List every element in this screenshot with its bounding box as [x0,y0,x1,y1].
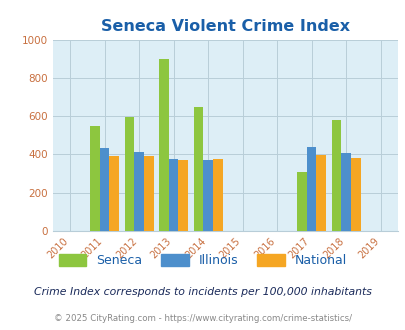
Bar [143,156,153,231]
Bar [168,159,178,231]
Bar [306,147,315,231]
Bar [124,117,134,231]
Bar [296,172,306,231]
Bar [90,126,100,231]
Bar [178,160,188,231]
Bar [350,158,360,231]
Bar [159,59,168,231]
Bar [331,119,341,231]
Text: © 2025 CityRating.com - https://www.cityrating.com/crime-statistics/: © 2025 CityRating.com - https://www.city… [54,314,351,323]
Bar [193,107,203,231]
Title: Seneca Violent Crime Index: Seneca Violent Crime Index [100,19,349,34]
Bar [315,155,325,231]
Bar [341,153,350,231]
Bar [212,159,222,231]
Legend: Seneca, Illinois, National: Seneca, Illinois, National [54,249,351,272]
Bar [134,152,143,231]
Bar [100,148,109,231]
Bar [109,156,119,231]
Text: Crime Index corresponds to incidents per 100,000 inhabitants: Crime Index corresponds to incidents per… [34,287,371,297]
Bar [203,160,212,231]
